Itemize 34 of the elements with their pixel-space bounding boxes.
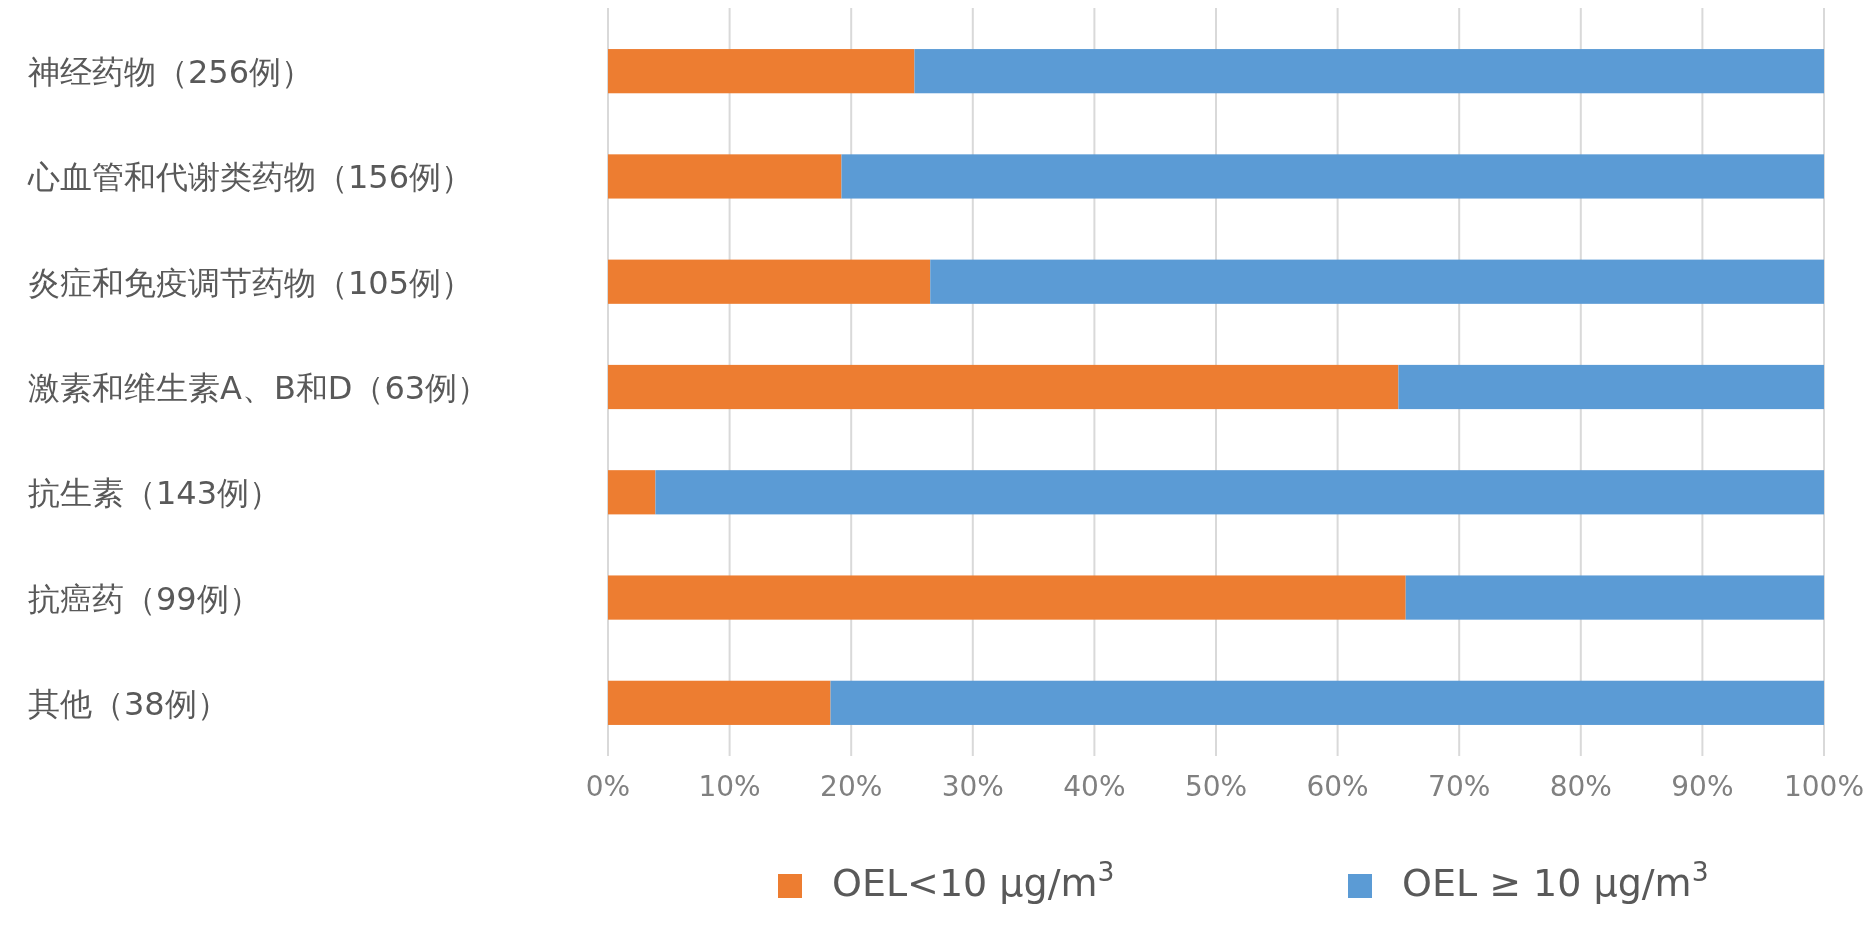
x-tick-label: 50% (1184, 770, 1248, 803)
y-tick-label: 抗癌药（99例） (28, 579, 261, 618)
y-tick-label: 抗生素（143例） (28, 474, 282, 513)
bar (655, 470, 1824, 515)
x-tick-label: 60% (1306, 770, 1369, 803)
bar (608, 470, 656, 515)
x-tick-label: 0% (585, 770, 631, 803)
bar (930, 259, 1824, 304)
bar (608, 680, 831, 725)
y-tick-label: 心血管和代谢类药物（156例） (27, 158, 474, 197)
bar (1405, 575, 1824, 620)
bar (608, 154, 842, 199)
x-tick-label: 30% (941, 770, 1004, 803)
y-tick-label: 激素和维生素A、B和D（63例） (28, 369, 490, 407)
y-tick-label: 炎症和免疫调节药物（105例） (28, 263, 474, 302)
bar (608, 364, 1399, 410)
legend-label: OEL<10 μg/m$^{3}$ (832, 855, 1115, 905)
y-tick-label: 神经药物（256例） (28, 53, 314, 92)
bar (830, 680, 1824, 725)
x-tick-label: 40% (1063, 770, 1126, 803)
x-tick-label: 10% (698, 770, 761, 803)
y-tick-label: 其他（38例） (28, 684, 229, 723)
bar (608, 259, 931, 304)
bar (1398, 364, 1824, 410)
legend-label: OEL ≥ 10 μg/m$^{3}$ (1402, 855, 1709, 905)
x-tick-label: 100% (1783, 770, 1865, 803)
x-tick-label: 90% (1671, 770, 1734, 803)
bar (608, 575, 1406, 620)
x-tick-label: 70% (1428, 770, 1491, 803)
x-tick-label: 80% (1549, 770, 1612, 803)
bar (608, 49, 915, 94)
bar (914, 49, 1824, 94)
x-tick-label: 20% (820, 770, 883, 803)
bar (841, 154, 1824, 199)
